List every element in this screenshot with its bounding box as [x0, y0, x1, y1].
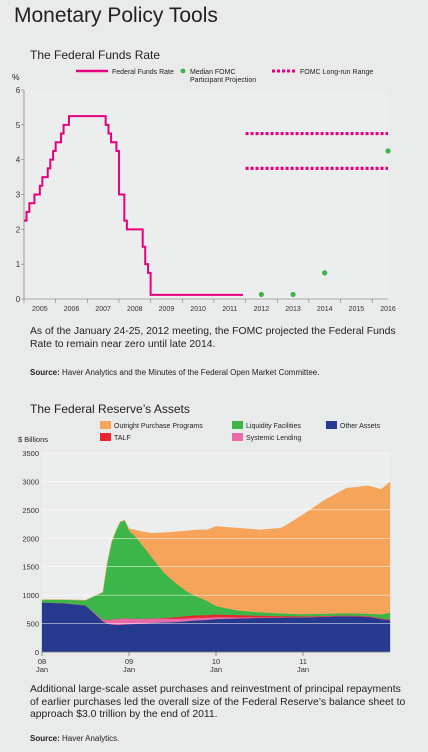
area-outright-purchase-programs — [42, 481, 391, 615]
y-tick-label: 500 — [26, 620, 39, 629]
legend-label-talf: TALF — [114, 435, 131, 442]
x-tick-label: 2013 — [285, 306, 301, 313]
x-tick-label: 2009 — [159, 306, 175, 313]
x-tick-label: 2012 — [254, 306, 270, 313]
legend-swatch-other-assets — [326, 421, 337, 429]
x-tick-month-label: Jan — [123, 665, 135, 674]
y-axis-unit-label: $ Billions — [18, 435, 48, 444]
chart2-caption: Additional large-scale asset purchases a… — [30, 684, 406, 720]
chart1-caption: As of the January 24-25, 2012 meeting, t… — [30, 326, 396, 350]
projection-point — [322, 270, 328, 276]
x-tick-label: 2011 — [222, 306, 237, 313]
projection-point — [290, 291, 296, 298]
x-tick-month-label: Jan — [210, 665, 222, 674]
legend-swatch-outright-purchase-programs — [100, 421, 111, 429]
x-tick-year-label: 10 — [212, 657, 220, 666]
x-tick-label: 2008 — [127, 306, 143, 313]
fed-funds-rate-line — [24, 115, 244, 296]
fed-assets-chart: 0 500 1000 1500 2000 2500 3000 3500 $ Billions 08… — [18, 421, 391, 674]
chart1-source-label: Source: — [30, 368, 60, 377]
plot-area — [24, 90, 388, 299]
x-tick-label: 2015 — [349, 306, 365, 313]
projection-point — [258, 291, 264, 298]
y-tick-label: 3 — [16, 191, 21, 200]
fed-funds-rate-chart: % 0 1 2 3 4 5 6 2005 2006 2007 2008 2009 2010 2011 2012… — [12, 68, 396, 313]
y-tick-label: 1 — [16, 260, 21, 269]
y-tick-label: 1500 — [22, 563, 39, 572]
chart2-source-label: Source: — [30, 734, 60, 743]
legend-swatch-systemic-lending — [232, 433, 243, 441]
legend-label-rate: Federal Funds Rate — [112, 69, 174, 76]
legend-label-longrun: FOMC Long-run Range — [300, 69, 373, 76]
y-tick-label: 2 — [16, 225, 21, 234]
x-tick-label: 2010 — [190, 306, 206, 313]
chart1-source-text: Haver Analytics and the Minutes of the F… — [59, 368, 320, 377]
page-title: Monetary Policy Tools — [14, 4, 218, 27]
y-tick-label: 5 — [16, 121, 21, 130]
x-tick-label: 2007 — [95, 306, 111, 313]
y-tick-label: 6 — [16, 86, 21, 95]
x-tick-month-label: Jan — [36, 665, 48, 674]
legend-label-outright-purchase-programs: Outright Purchase Programs — [114, 423, 203, 430]
chart2-source-text: Haver Analytics. — [59, 734, 120, 743]
chart2-subtitle: The Federal Reserve’s Assets — [30, 402, 190, 416]
y-tick-label: 3500 — [22, 449, 39, 458]
chart1-source: Source: Haver Analytics and the Minutes … — [30, 368, 319, 377]
y-axis-unit-label: % — [12, 72, 20, 82]
y-tick-label: 1000 — [22, 591, 39, 600]
chart2-source: Source: Haver Analytics. — [30, 734, 119, 743]
x-tick-year-label: 08 — [38, 657, 46, 666]
x-tick-label: 2016 — [380, 306, 396, 313]
x-tick-label: 2006 — [64, 306, 80, 313]
legend-swatch-liquidity-facilities — [232, 421, 243, 429]
chart1-subtitle: The Federal Funds Rate — [30, 48, 161, 62]
y-tick-label: 2000 — [22, 534, 39, 543]
x-tick-label: 2014 — [317, 306, 333, 313]
y-tick-label: 0 — [16, 295, 21, 304]
projection-point — [385, 148, 391, 154]
y-tick-label: 0 — [35, 648, 39, 657]
y-tick-label: 3000 — [22, 477, 39, 486]
legend-label-other-assets: Other Assets — [340, 423, 381, 430]
x-tick-year-label: 09 — [125, 657, 133, 666]
legend-label-projection: Median FOMC Participant Projection — [190, 69, 256, 84]
x-tick-month-label: Jan — [297, 665, 309, 674]
x-tick-year-label: 11 — [299, 657, 307, 666]
x-tick-label: 2005 — [32, 306, 48, 313]
y-tick-label: 2500 — [22, 506, 39, 515]
legend-swatch-projection — [180, 68, 186, 74]
legend-label-liquidity-facilities: Liquidity Facilities — [246, 423, 301, 430]
legend-swatch-talf — [100, 433, 111, 441]
y-tick-label: 4 — [16, 156, 21, 165]
legend-label-systemic-lending: Systemic Lending — [246, 435, 301, 442]
